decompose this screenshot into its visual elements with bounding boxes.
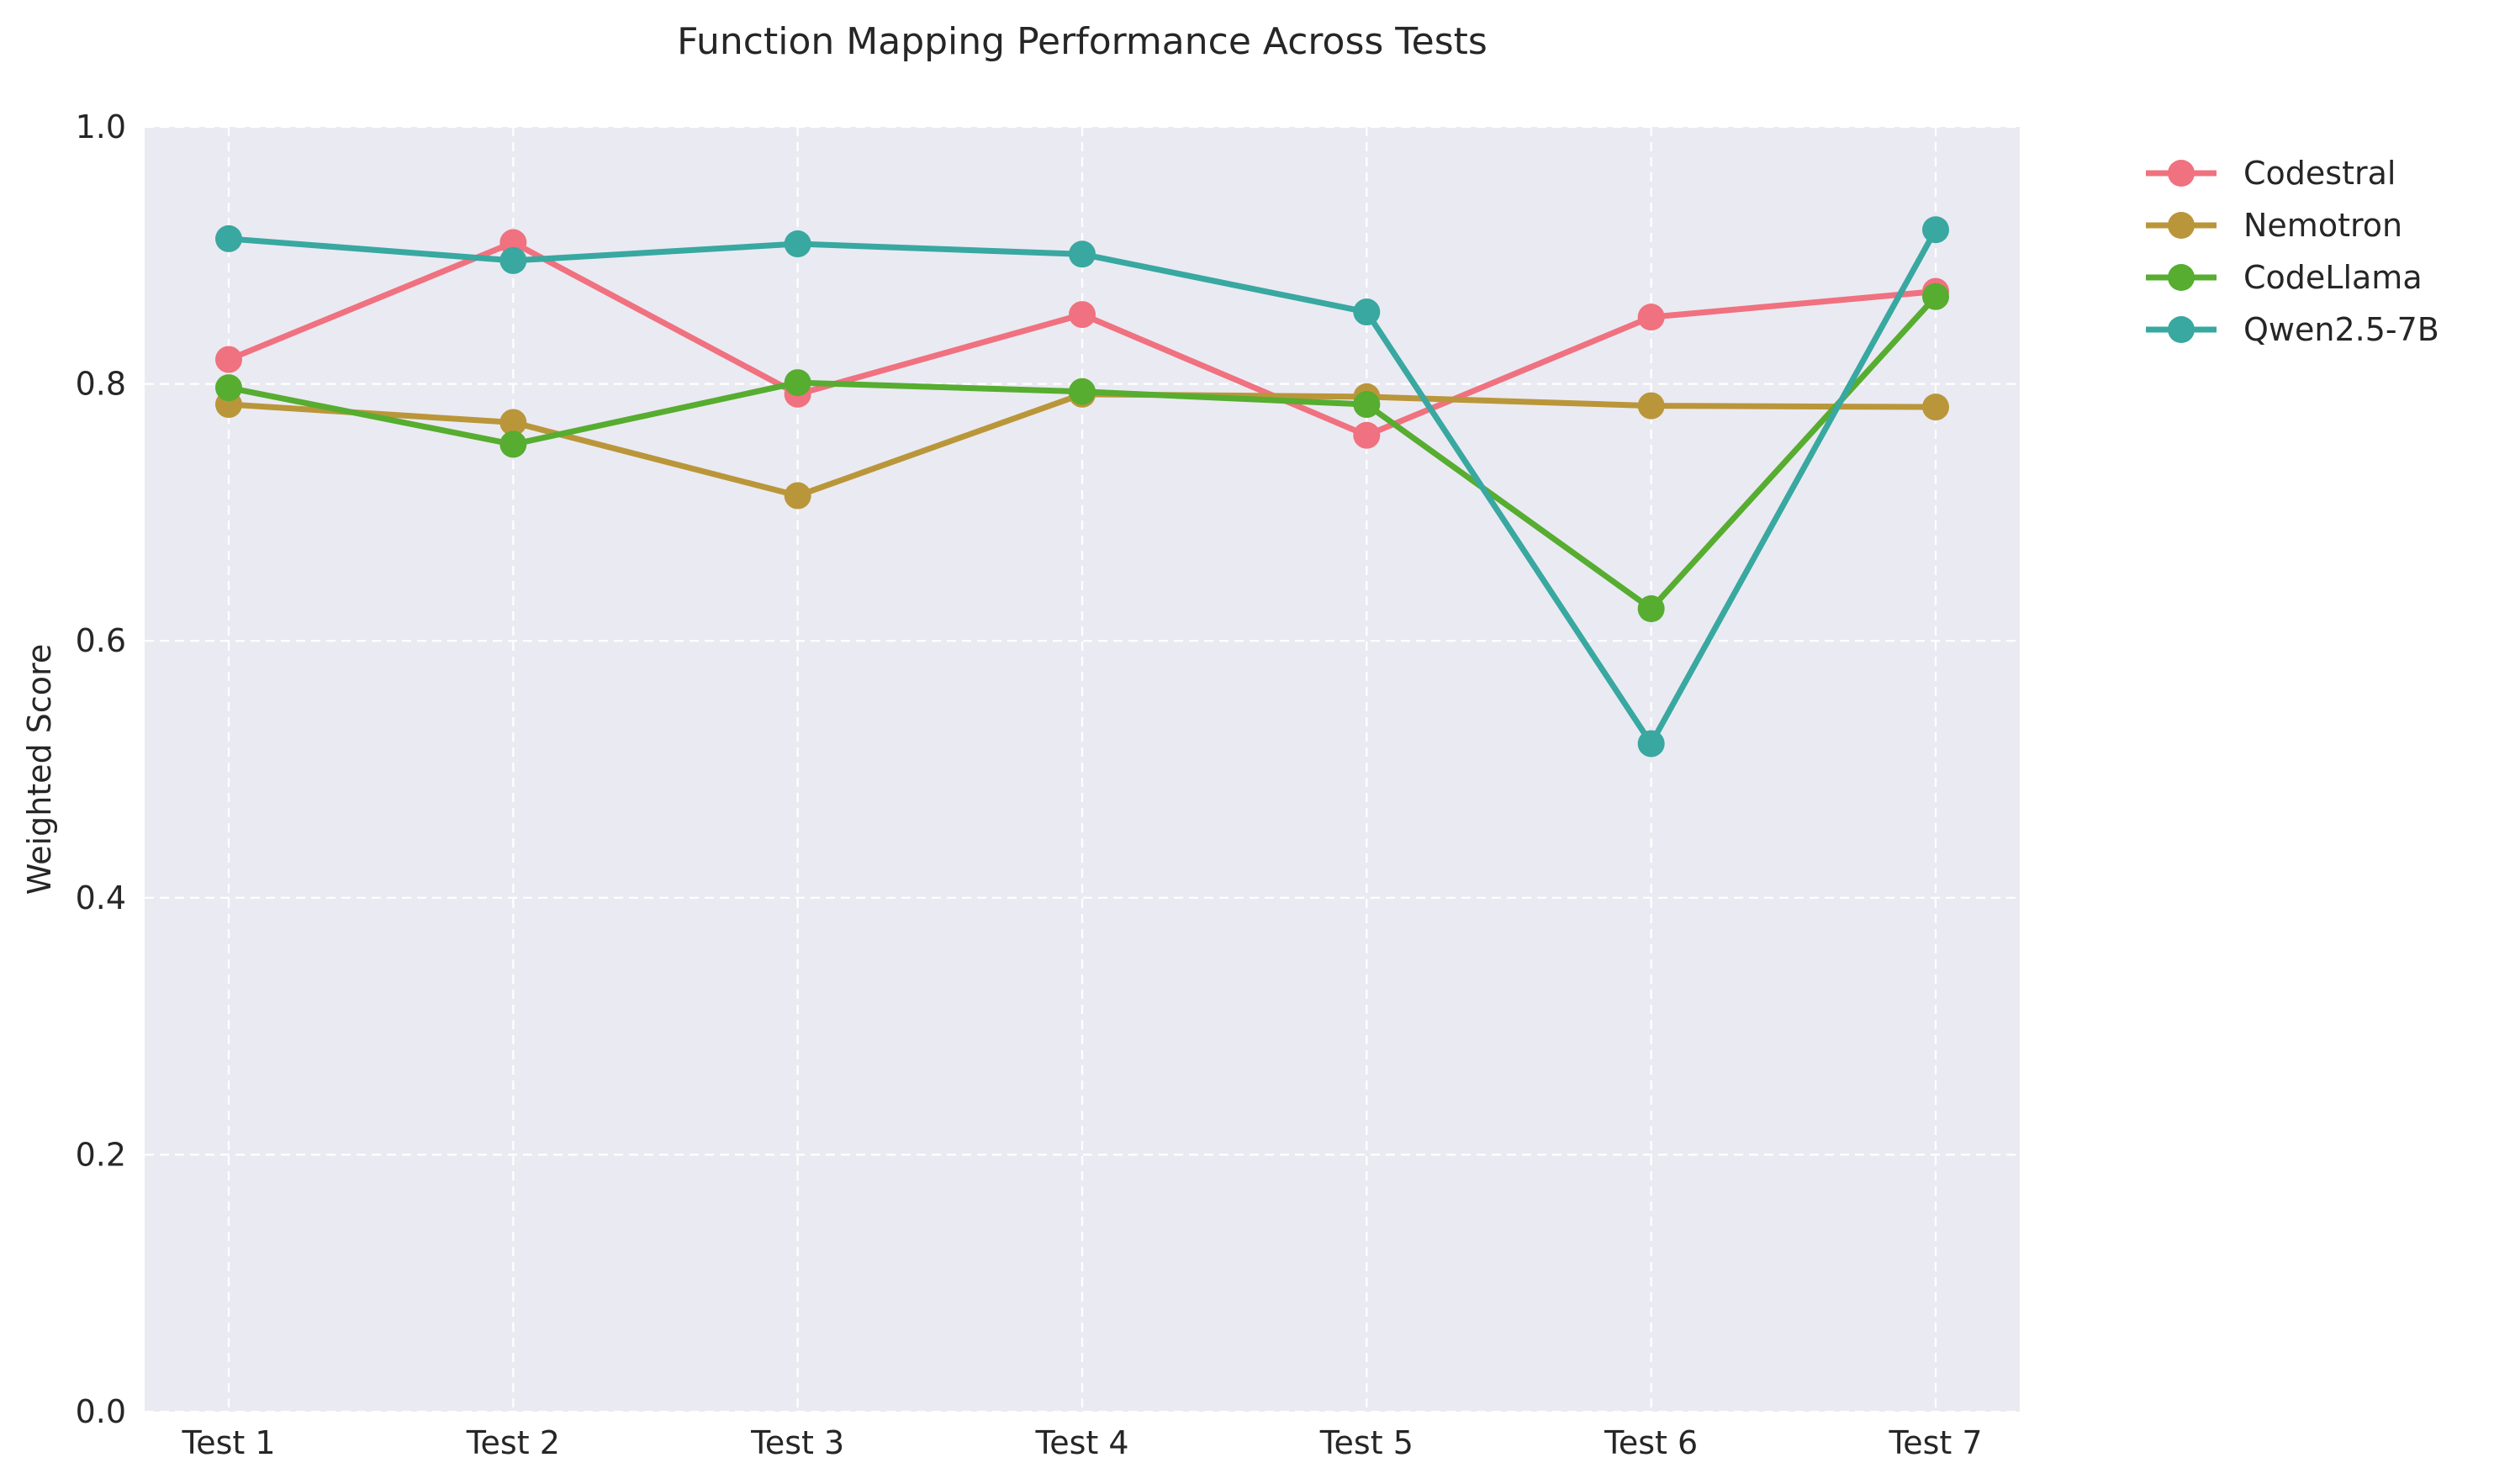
legend-label: Nemotron xyxy=(2243,207,2402,244)
x-tick-label: Test 3 xyxy=(750,1424,844,1461)
x-tick-label: Test 7 xyxy=(1888,1424,1982,1461)
data-point[interactable] xyxy=(784,230,811,258)
y-tick-label: 0.6 xyxy=(76,622,126,659)
data-point[interactable] xyxy=(215,346,242,373)
series-lines xyxy=(215,216,1949,758)
legend[interactable]: Codestral Nemotron CodeLlama Qwen2.5-7B xyxy=(2146,155,2439,348)
data-point[interactable] xyxy=(1353,391,1381,419)
legend-item[interactable]: Nemotron xyxy=(2146,207,2402,244)
data-point[interactable] xyxy=(1922,393,1949,421)
data-point[interactable] xyxy=(1637,730,1665,758)
legend-item[interactable]: Qwen2.5-7B xyxy=(2146,311,2439,348)
y-tick-label: 0.2 xyxy=(76,1136,126,1173)
data-point[interactable] xyxy=(1353,298,1381,326)
x-tick-label: Test 4 xyxy=(1034,1424,1128,1461)
legend-marker xyxy=(2168,160,2195,187)
y-tick-label: 0.8 xyxy=(76,366,126,403)
x-tick-label: Test 2 xyxy=(466,1424,560,1461)
legend-label: CodeLlama xyxy=(2243,259,2423,296)
x-tick-label: Test 6 xyxy=(1604,1424,1698,1461)
series-qwen2-5-7b xyxy=(215,216,1949,758)
legend-marker xyxy=(2168,264,2195,291)
data-point[interactable] xyxy=(1069,378,1096,405)
data-point[interactable] xyxy=(215,224,242,252)
x-tick-label: Test 1 xyxy=(181,1424,275,1461)
chart-title: Function Mapping Performance Across Test… xyxy=(677,20,1487,63)
data-point[interactable] xyxy=(1069,240,1096,268)
data-point[interactable] xyxy=(499,430,527,458)
data-point[interactable] xyxy=(784,369,811,397)
data-point[interactable] xyxy=(1637,392,1665,420)
y-axis-label: Weighted Score xyxy=(21,644,58,895)
data-point[interactable] xyxy=(1069,301,1096,329)
data-point[interactable] xyxy=(784,482,811,510)
legend-item[interactable]: CodeLlama xyxy=(2146,259,2423,296)
data-point[interactable] xyxy=(1353,421,1381,449)
data-point[interactable] xyxy=(1637,304,1665,331)
legend-label: Qwen2.5-7B xyxy=(2243,311,2439,348)
y-tick-label: 1.0 xyxy=(76,108,126,145)
legend-marker xyxy=(2168,212,2195,239)
legend-item[interactable]: Codestral xyxy=(2146,155,2396,192)
y-tick-label: 0.4 xyxy=(76,879,126,916)
data-point[interactable] xyxy=(215,374,242,402)
data-point[interactable] xyxy=(1922,283,1949,310)
axis-ticks: 0.0 0.2 0.4 0.6 0.8 1.0 Test 1 Test 2 Test 3 Test… xyxy=(76,108,1983,1461)
data-point[interactable] xyxy=(499,246,527,274)
data-point[interactable] xyxy=(1922,216,1949,244)
series-codellama xyxy=(215,283,1949,622)
legend-label: Codestral xyxy=(2243,155,2396,192)
data-point[interactable] xyxy=(1637,595,1665,622)
data-point[interactable] xyxy=(499,409,527,436)
legend-marker xyxy=(2168,316,2195,343)
y-tick-label: 0.0 xyxy=(76,1393,126,1430)
x-tick-label: Test 5 xyxy=(1319,1424,1413,1461)
